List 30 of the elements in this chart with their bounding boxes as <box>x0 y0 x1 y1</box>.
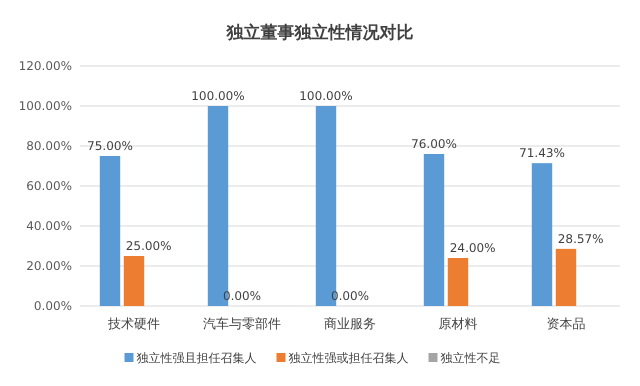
y-tick-label: 80.00% <box>26 139 72 154</box>
data-label: 71.43% <box>519 146 565 160</box>
x-tick-label: 汽车与零部件 <box>203 317 281 332</box>
chart-title: 独立董事独立性情况对比 <box>226 23 414 43</box>
bar <box>424 154 444 306</box>
y-tick-label: 60.00% <box>26 179 72 194</box>
legend-label: 独立性强且担任召集人 <box>136 351 256 366</box>
bar <box>100 156 120 306</box>
x-tick-label: 资本品 <box>546 317 586 332</box>
data-label: 100.00% <box>299 89 353 103</box>
y-tick-label: 0.00% <box>34 299 72 314</box>
data-label: 100.00% <box>191 89 245 103</box>
legend-label: 独立性强或担任召集人 <box>288 351 408 366</box>
y-tick-label: 120.00% <box>18 59 72 74</box>
data-label: 76.00% <box>411 137 457 151</box>
data-label: 25.00% <box>126 239 172 253</box>
x-tick-label: 技术硬件 <box>107 317 160 332</box>
y-tick-label: 40.00% <box>26 219 72 234</box>
x-tick-label: 商业服务 <box>324 317 376 332</box>
y-tick-label: 100.00% <box>18 99 72 114</box>
data-label: 75.00% <box>87 139 133 153</box>
y-tick-label: 20.00% <box>26 259 72 274</box>
bar <box>124 256 144 306</box>
legend-label: 独立性不足 <box>440 351 500 366</box>
bar <box>556 248 576 306</box>
bar <box>448 258 468 306</box>
x-tick-label: 原材料 <box>438 317 478 332</box>
bar <box>532 163 552 306</box>
data-label: 28.57% <box>558 232 604 246</box>
data-label: 24.00% <box>450 241 496 255</box>
